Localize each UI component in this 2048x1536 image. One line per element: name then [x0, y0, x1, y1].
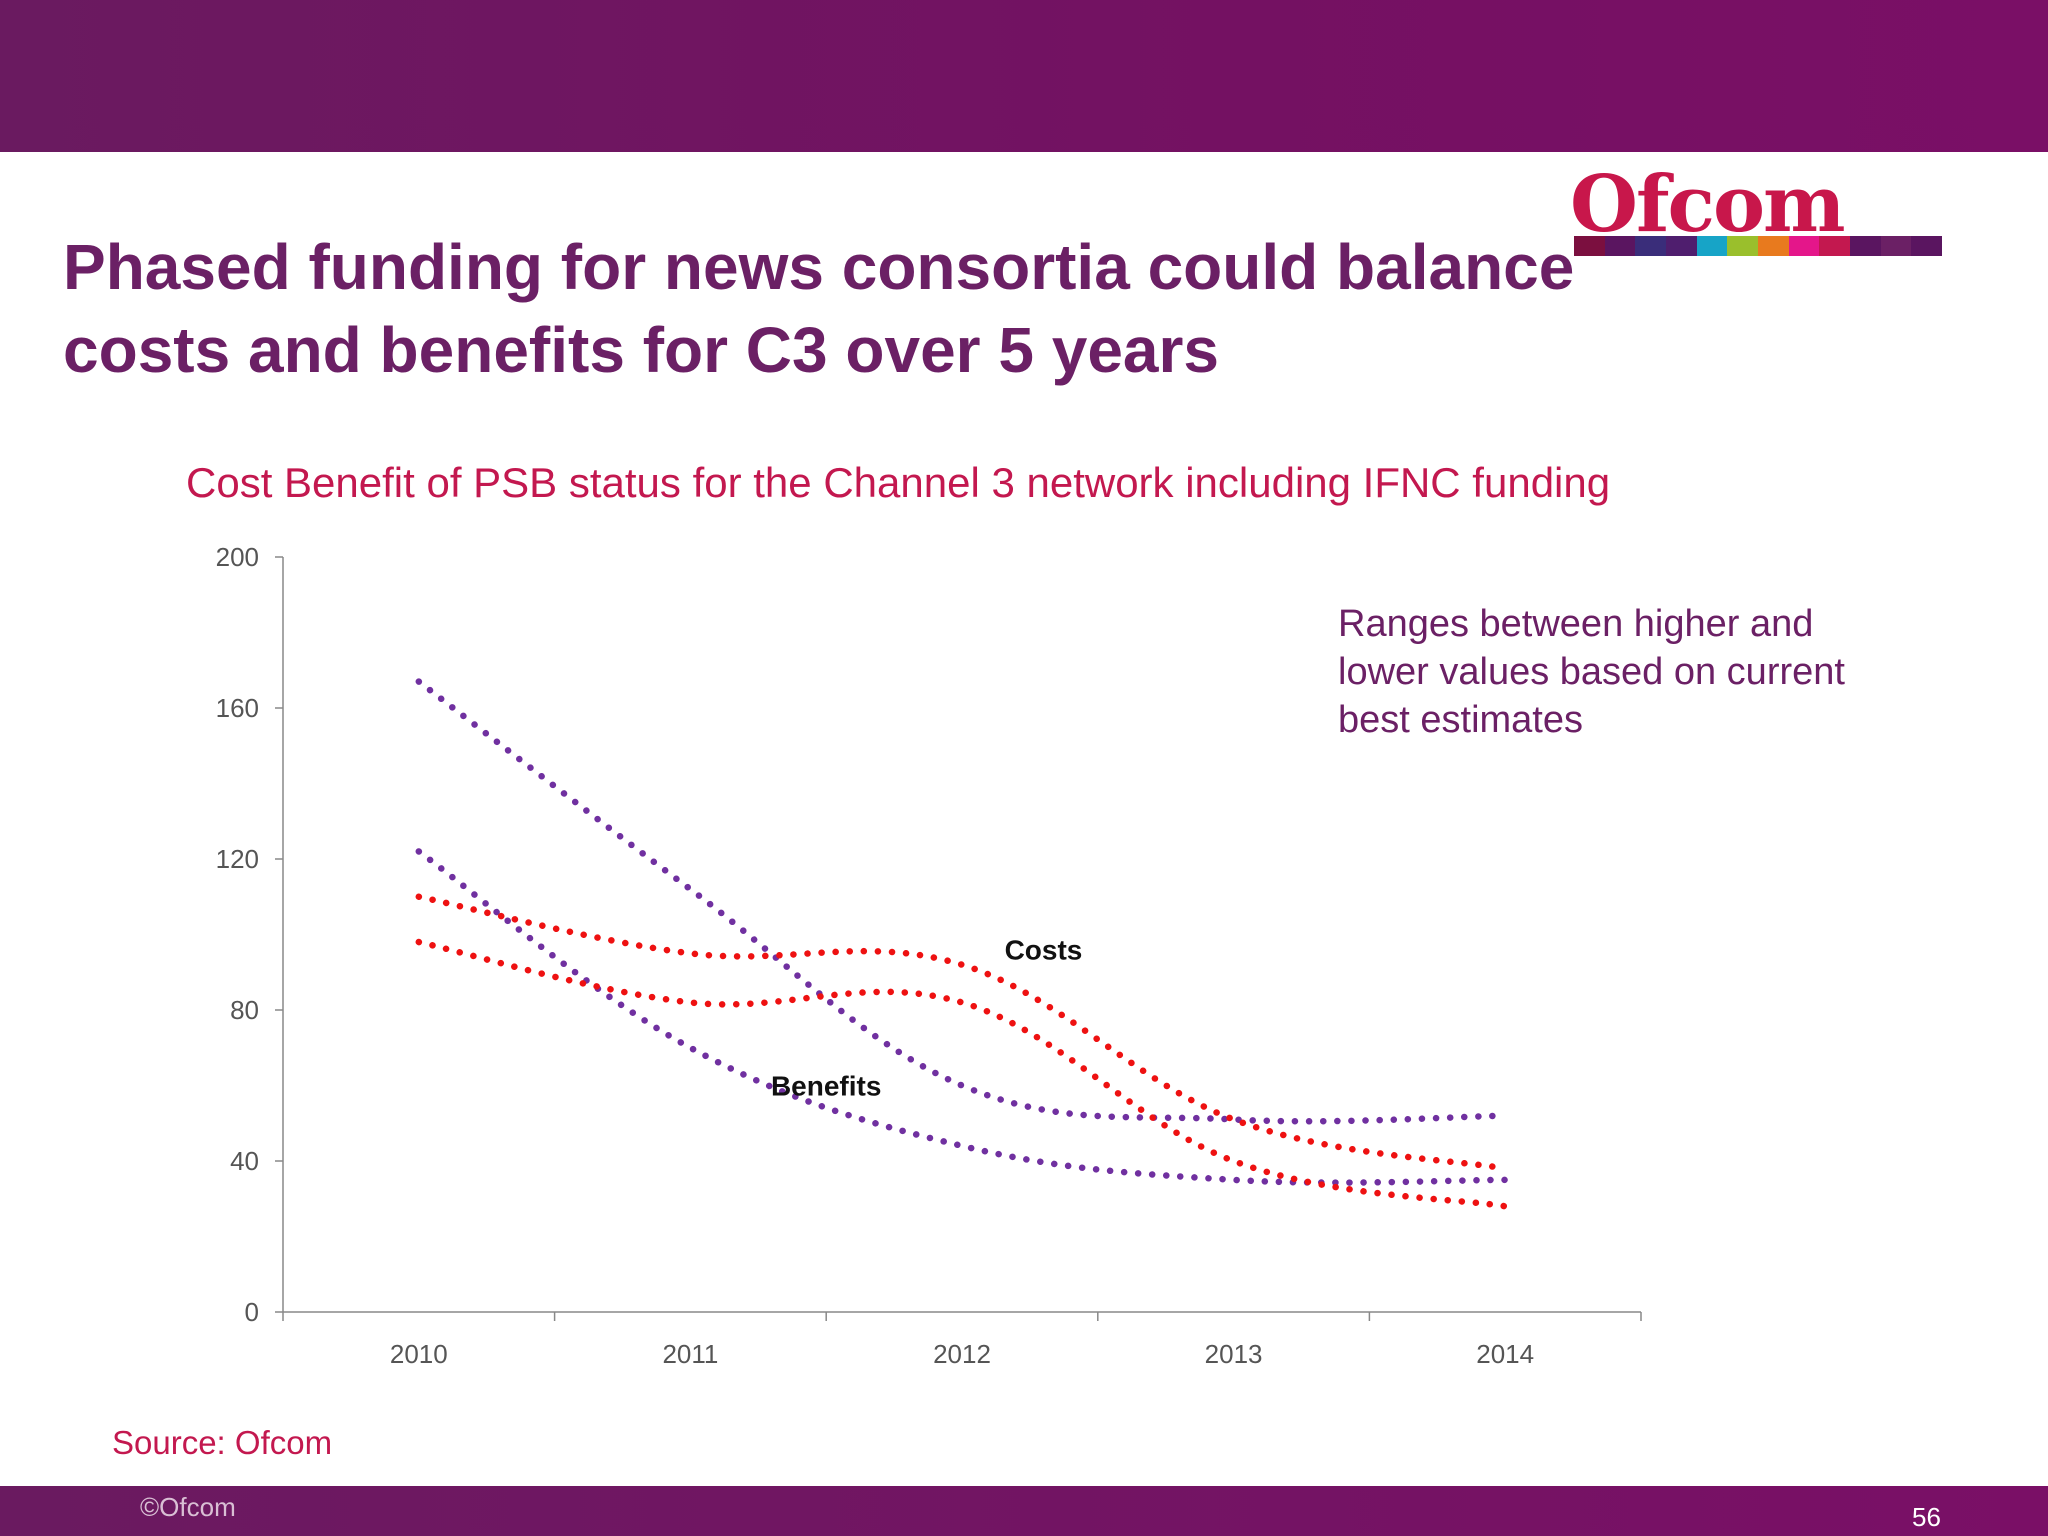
range-annotation: Ranges between higher and lower values b…	[1338, 603, 1845, 741]
slide-title: Phased funding for news consortia could …	[63, 231, 1575, 386]
header-band	[0, 0, 2048, 152]
y-tick-label: 120	[216, 844, 259, 874]
logo-bar-segment	[1666, 236, 1697, 256]
series-label-benefits: Benefits	[771, 1071, 881, 1102]
x-tick-label: 2014	[1476, 1339, 1534, 1369]
series-line-benefits	[415, 848, 1509, 1186]
x-tick-label: 2010	[390, 1339, 448, 1369]
x-tick-label: 2013	[1205, 1339, 1263, 1369]
logo-bar-segment	[1850, 236, 1881, 256]
series-line-costs	[415, 893, 1509, 1172]
logo-bar-segment	[1574, 236, 1605, 256]
chart-title: Cost Benefit of PSB status for the Chann…	[186, 459, 1611, 506]
logo-bar-segment	[1819, 236, 1851, 256]
y-tick-label: 200	[216, 542, 259, 572]
series-line-costs	[415, 938, 1509, 1210]
series-label-costs: Costs	[1005, 935, 1083, 966]
y-tick-label: 80	[230, 995, 259, 1025]
logo-color-bar	[1574, 236, 1943, 256]
logo-bar-segment	[1758, 236, 1789, 256]
y-tick-label: 160	[216, 693, 259, 723]
logo-bar-segment	[1604, 236, 1636, 256]
source-note: Source: Ofcom	[112, 1424, 333, 1461]
logo-bar-segment	[1911, 236, 1943, 256]
logo-bar-segment	[1635, 236, 1667, 256]
y-tick-label: 0	[245, 1297, 259, 1327]
ofcom-logo: Ofcom	[1570, 162, 1946, 260]
x-tick-label: 2011	[662, 1339, 718, 1369]
logo-wordmark: Ofcom	[1570, 159, 1846, 250]
y-tick-label: 40	[230, 1146, 259, 1176]
copyright-text: ©Ofcom	[140, 1492, 236, 1522]
page-number: 56	[1912, 1502, 1941, 1532]
logo-bar-segment	[1880, 236, 1912, 256]
logo-bar-segment	[1788, 236, 1820, 256]
x-tick-label: 2012	[933, 1339, 991, 1369]
footer-band	[0, 1486, 2048, 1536]
logo-bar-segment	[1727, 236, 1759, 256]
logo-bar-segment	[1696, 236, 1728, 256]
series-line-benefits	[415, 678, 1509, 1125]
